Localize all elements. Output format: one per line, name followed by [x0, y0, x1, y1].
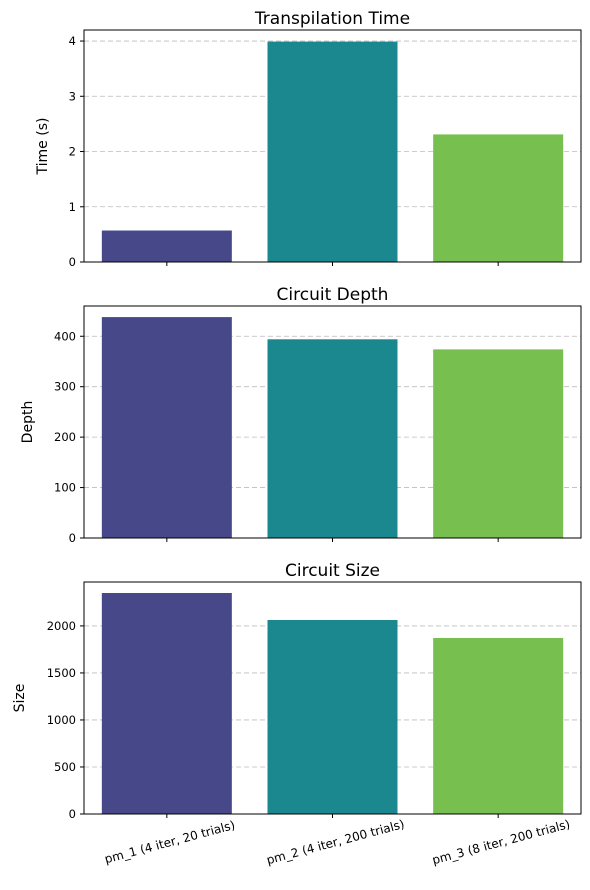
y-tick-label: 300: [54, 380, 76, 394]
y-tick-label: 100: [54, 481, 76, 495]
circuit-depth-bar-3: [433, 349, 564, 538]
plot-frame: [83, 581, 582, 815]
chart-title: Circuit Size: [285, 561, 380, 581]
y-tick-label: 0: [69, 531, 76, 545]
transpilation-time-bar-3: [433, 134, 564, 262]
y-tick-label: 200: [54, 430, 76, 444]
y-tick-label: 400: [54, 329, 76, 343]
y-tick-label: 3: [69, 89, 76, 103]
transpilation-time-bar-1: [101, 230, 232, 262]
y-axis-label: Time (s): [35, 118, 51, 176]
circuit-depth-chart: 0 100 200 300 400 Circuit Depth Depth: [20, 285, 582, 545]
y-tick-label: 1000: [47, 713, 76, 727]
plot-frame: [83, 305, 582, 539]
y-tick-label: 1500: [47, 666, 76, 680]
circuit-depth-bar-2: [267, 339, 398, 538]
transpilation-time-bar-2: [267, 41, 398, 262]
x-tick-label: pm_1 (4 iter, 20 trials): [103, 818, 237, 866]
y-tick-label: 2000: [47, 619, 76, 633]
chart-title: Circuit Depth: [277, 285, 389, 305]
circuit-size-bar-2: [267, 619, 398, 814]
y-tick-label: 0: [69, 807, 76, 821]
circuit-size-bar-3: [433, 637, 564, 814]
y-tick-label: 500: [54, 760, 76, 774]
y-tick-label: 4: [69, 34, 76, 48]
transpilation-time-chart: 0 1 2 3 4 Transpilation Time Time (s): [35, 9, 582, 269]
circuit-size-chart: 0 500 1000 1500 2000 Circuit Size Size pm_1 (4 …: [12, 561, 582, 867]
x-tick-label: pm_2 (4 iter, 200 trials): [265, 817, 406, 867]
chart-title: Transpilation Time: [254, 9, 410, 29]
circuit-size-bar-1: [101, 593, 232, 814]
y-axis-label: Size: [12, 684, 28, 713]
circuit-depth-bar-1: [101, 317, 232, 538]
y-tick-label: 2: [69, 145, 76, 159]
y-tick-label: 1: [69, 200, 76, 214]
y-axis-label: Depth: [20, 401, 36, 444]
x-tick-label: pm_3 (8 iter, 200 trials): [431, 817, 572, 867]
y-tick-label: 0: [69, 255, 76, 269]
plot-frame: [83, 29, 582, 263]
